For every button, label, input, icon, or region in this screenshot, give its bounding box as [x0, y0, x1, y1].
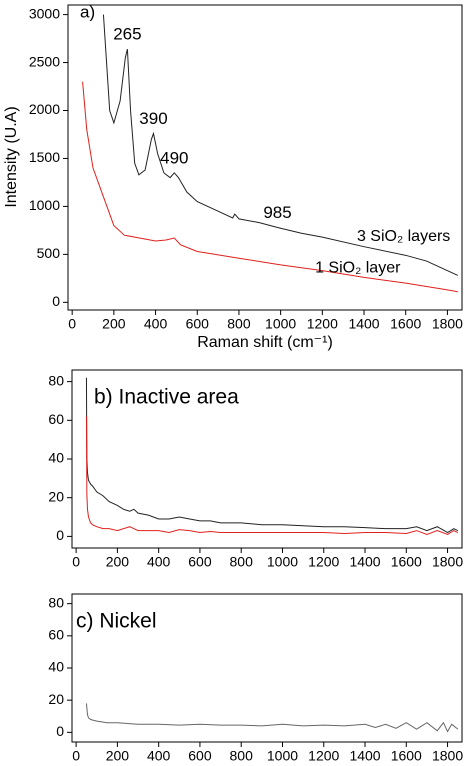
y-tick-label: 40	[48, 659, 64, 675]
x-tick-label: 400	[147, 554, 171, 570]
plot-area	[82, 14, 459, 293]
y-tick-label: 0	[56, 723, 64, 739]
data-line	[102, 14, 459, 276]
x-axis-label: Raman shift (cm⁻¹)	[197, 334, 333, 351]
x-tick-label: 600	[186, 316, 210, 332]
x-tick-label: 400	[144, 316, 168, 332]
y-tick-label: 0	[56, 527, 64, 543]
y-tick-label: 20	[48, 691, 64, 707]
x-tick-label: 600	[188, 748, 212, 764]
y-tick-label: 60	[48, 627, 64, 643]
x-tick-label: 1600	[391, 554, 422, 570]
y-tick-label: 3000	[29, 5, 60, 21]
x-tick-label: 1000	[267, 748, 298, 764]
y-tick-label: 1500	[29, 149, 60, 165]
data-line	[82, 81, 458, 293]
x-tick-label: 200	[106, 554, 130, 570]
panel-title: b) Inactive area	[94, 386, 239, 409]
y-tick-label: 500	[37, 245, 61, 261]
plot-area	[85, 377, 459, 536]
y-tick-label: 0	[52, 293, 60, 309]
x-tick-label: 1800	[432, 554, 463, 570]
y-tick-label: 60	[48, 411, 64, 427]
x-tick-label: 1600	[391, 748, 422, 764]
panel-title: c) Nickel	[76, 610, 157, 633]
peak-label: 985	[263, 203, 291, 222]
x-tick-label: 800	[230, 554, 254, 570]
x-tick-label: 800	[227, 316, 251, 332]
y-tick-label: 80	[48, 594, 64, 610]
y-tick-label: 1000	[29, 197, 60, 213]
x-tick-label: 600	[188, 554, 212, 570]
plot-area	[85, 703, 459, 733]
x-tick-label: 1400	[349, 554, 380, 570]
x-tick-label: 1000	[265, 316, 296, 332]
data-line	[85, 703, 459, 733]
x-tick-label: 1800	[432, 316, 463, 332]
peak-label: 490	[160, 148, 188, 167]
x-tick-label: 0	[72, 748, 80, 764]
data-line	[85, 377, 459, 534]
series-label: 3 SiO₂ layers	[357, 228, 450, 245]
x-tick-label: 0	[72, 554, 80, 570]
data-line	[85, 416, 459, 536]
x-tick-label: 1200	[308, 748, 339, 764]
x-tick-label: 200	[106, 748, 130, 764]
y-tick-label: 40	[48, 450, 64, 466]
panel-title: a)	[80, 2, 95, 21]
x-tick-label: 800	[230, 748, 254, 764]
x-tick-label: 400	[147, 748, 171, 764]
x-tick-label: 1200	[308, 554, 339, 570]
y-tick-label: 80	[48, 372, 64, 388]
x-tick-label: 1000	[267, 554, 298, 570]
y-tick-label: 2000	[29, 101, 60, 117]
y-axis-label: Intensity (U.A)	[3, 106, 20, 207]
x-tick-label: 0	[68, 316, 76, 332]
plot-frame	[67, 4, 463, 311]
series-label: 1 SiO₂ layer	[315, 260, 401, 277]
y-tick-label: 20	[48, 488, 64, 504]
x-tick-label: 1400	[349, 748, 380, 764]
peak-label: 390	[139, 109, 167, 128]
peak-label: 265	[113, 25, 141, 44]
x-tick-label: 1800	[432, 748, 463, 764]
x-tick-label: 1600	[390, 316, 421, 332]
x-tick-label: 1200	[307, 316, 338, 332]
y-tick-label: 2500	[29, 53, 60, 69]
x-tick-label: 200	[102, 316, 126, 332]
x-tick-label: 1400	[348, 316, 379, 332]
